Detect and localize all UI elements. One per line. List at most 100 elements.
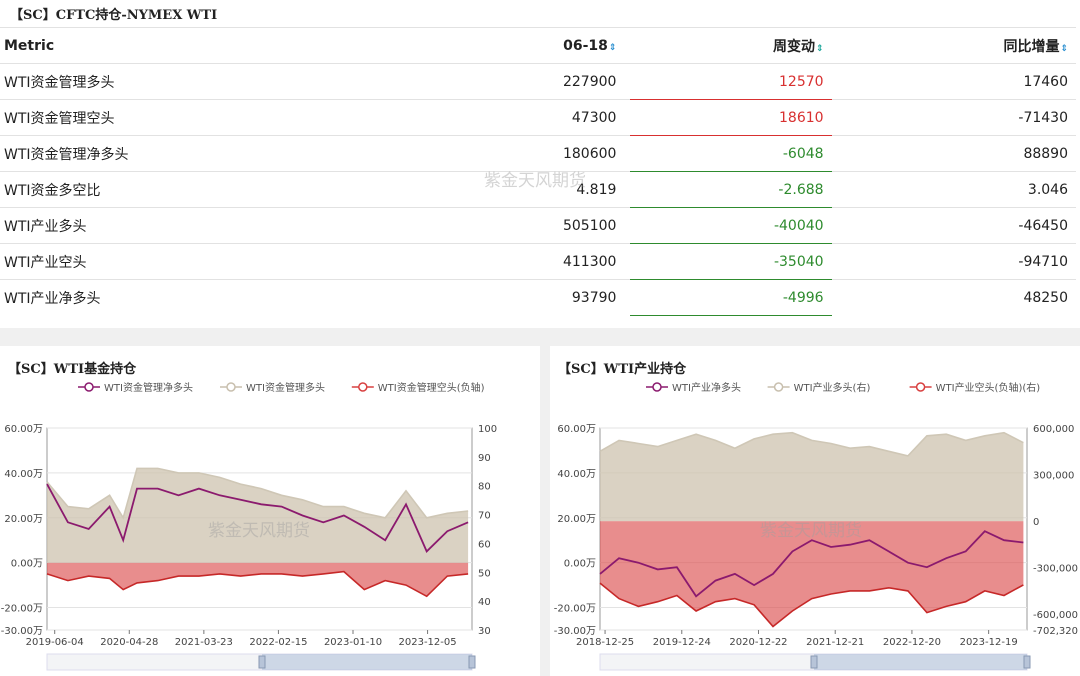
cell-value: 227900: [421, 63, 621, 100]
y-tick-label-left: 0.00万: [11, 559, 43, 570]
y-tick-label-left: 20.00万: [557, 514, 596, 525]
table-row: WTI资金管理多头 227900 12570 17460: [0, 63, 1076, 100]
cell-yoy: 88890: [827, 135, 1076, 172]
x-tick-label: 2022-12-20: [883, 637, 941, 648]
cftc-table: Metric 06-18⇕ 周变动⇕ 同比增量⇕ WTI资金管理多头 227900…: [0, 27, 1076, 316]
cell-weekly-change: -6048: [620, 135, 832, 172]
legend-item[interactable]: WTI资金管理净多头: [78, 381, 193, 394]
cell-weekly-change: 12570: [620, 63, 832, 100]
cell-yoy: 17460: [827, 63, 1076, 100]
legend-item[interactable]: WTI产业空头(负轴)(右): [909, 381, 1041, 394]
legend-marker: [226, 382, 236, 392]
x-tick-label: 2019-06-04: [26, 637, 84, 648]
cftc-table-panel: 【SC】CFTC持仓-NYMEX WTI Metric 06-18⇕ 周变动⇕ …: [0, 0, 1080, 328]
sort-icon[interactable]: ⇕: [1060, 43, 1068, 54]
chart-title: 【SC】WTI产业持仓: [558, 362, 687, 377]
y-tick-label-right: 30: [478, 626, 491, 637]
legend-label: WTI资金管理多头: [246, 381, 325, 394]
series-line: [46, 467, 469, 520]
zoom-slider[interactable]: [46, 653, 476, 671]
table-header-row: Metric 06-18⇕ 周变动⇕ 同比增量⇕: [0, 27, 1076, 64]
x-tick-label: 2023-12-05: [399, 637, 457, 648]
cell-metric: WTI产业空头: [0, 243, 422, 280]
cell-weekly-change: -35040: [620, 243, 832, 280]
legend-label: WTI产业多头(右): [794, 381, 871, 394]
x-tick-label: 2018-12-25: [576, 637, 634, 648]
zoom-slider[interactable]: [599, 653, 1031, 671]
y-tick-label-left: -30.00万: [1, 626, 43, 637]
table-title: 【SC】CFTC持仓-NYMEX WTI: [10, 8, 218, 23]
cell-yoy: 48250: [827, 279, 1076, 315]
table-row: WTI资金管理净多头 180600 -6048 88890: [0, 135, 1076, 172]
y-tick-label-right: 70: [478, 511, 491, 522]
cell-yoy: 3.046: [827, 171, 1076, 208]
cell-yoy: -71430: [827, 99, 1076, 136]
separator: [0, 328, 1080, 346]
x-tick-label: 2019-12-24: [653, 637, 711, 648]
series-line: [46, 483, 469, 553]
column-header-yoy[interactable]: 同比增量⇕: [827, 27, 1076, 64]
x-tick-label: 2023-01-10: [324, 637, 382, 648]
series-line: [599, 530, 1024, 598]
change-underline: [630, 315, 832, 316]
cell-value: 180600: [421, 135, 621, 172]
zoom-slider-handle[interactable]: [258, 655, 266, 669]
legend-label: WTI产业净多头: [672, 381, 741, 394]
table-row: WTI产业多头 505100 -40040 -46450: [0, 207, 1076, 244]
sort-icon[interactable]: ⇕: [608, 42, 617, 53]
legend-marker: [652, 382, 662, 392]
table-row: WTI产业空头 411300 -35040 -94710: [0, 243, 1076, 280]
cell-value: 411300: [421, 243, 621, 280]
y-tick-label-right: 60: [478, 539, 491, 550]
y-tick-label-right: -300,000: [1033, 564, 1078, 575]
fund-position-chart[interactable]: WTI资金管理净多头 WTI资金管理多头 WTI资金管理空头(负轴) 60.00万 40…: [0, 346, 540, 676]
cell-weekly-change: -40040: [620, 207, 832, 244]
cell-value: 505100: [421, 207, 621, 244]
zoom-slider-handle[interactable]: [810, 655, 818, 669]
y-tick-label-right: -600,000: [1033, 610, 1078, 621]
cell-metric: WTI产业多头: [0, 207, 422, 244]
cell-metric: WTI产业净多头: [0, 279, 422, 315]
legend-marker: [915, 382, 926, 392]
y-tick-label-right: 100: [478, 424, 497, 435]
x-tick-label: 2023-12-19: [960, 637, 1018, 648]
cell-yoy: -46450: [827, 207, 1076, 244]
legend-label: WTI产业空头(负轴)(右): [936, 381, 1041, 394]
legend-item[interactable]: WTI产业净多头: [646, 381, 741, 394]
table-row: WTI资金多空比 4.819 -2.688 3.046: [0, 171, 1076, 208]
column-header-weekly-change[interactable]: 周变动⇕: [620, 27, 828, 64]
y-tick-label-right: 80: [478, 482, 491, 493]
cell-value: 93790: [421, 279, 621, 315]
zoom-slider-handle[interactable]: [1023, 655, 1031, 669]
x-tick-label: 2020-04-28: [100, 637, 158, 648]
y-tick-label-left: 40.00万: [4, 469, 43, 480]
zoom-slider-handle[interactable]: [468, 655, 476, 669]
y-tick-label-left: -20.00万: [554, 604, 596, 615]
y-tick-label-left: 20.00万: [4, 514, 43, 525]
y-tick-label-right: 600,000: [1033, 424, 1074, 435]
series-line: [599, 431, 1024, 457]
y-tick-label-right: -702,320: [1033, 626, 1078, 637]
commercial-position-chart-panel: 【SC】WTI产业持仓 WTI产业净多头 WTI产业多头(右) WTI产业空头(负轴…: [550, 346, 1080, 676]
legend-label: WTI资金管理净多头: [104, 381, 193, 394]
commercial-position-chart[interactable]: WTI产业净多头 WTI产业多头(右) WTI产业空头(负轴)(右) 60.00万 40…: [550, 346, 1080, 676]
series-area: [600, 432, 1024, 522]
sort-icon[interactable]: ⇕: [816, 43, 824, 54]
column-header-metric[interactable]: Metric: [0, 27, 422, 64]
legend-item[interactable]: WTI资金管理多头: [220, 381, 325, 394]
column-header-date[interactable]: 06-18⇕: [421, 27, 621, 64]
legend-item[interactable]: WTI产业多头(右): [767, 381, 871, 394]
series-line: [599, 582, 1024, 628]
cell-value: 4.819: [421, 171, 621, 208]
zoom-slider-window: [262, 654, 472, 670]
cell-metric: WTI资金管理净多头: [0, 135, 422, 172]
legend-item[interactable]: WTI资金管理空头(负轴): [351, 381, 485, 394]
x-tick-label: 2022-02-15: [249, 637, 307, 648]
chart-title: 【SC】WTI基金持仓: [8, 362, 137, 377]
y-tick-label-left: 0.00万: [564, 559, 596, 570]
y-tick-label-left: 40.00万: [557, 469, 596, 480]
cell-weekly-change: -4996: [620, 279, 832, 316]
y-tick-label-left: -20.00万: [1, 604, 43, 615]
x-tick-label: 2021-12-21: [806, 637, 864, 648]
series-area: [600, 521, 1024, 627]
